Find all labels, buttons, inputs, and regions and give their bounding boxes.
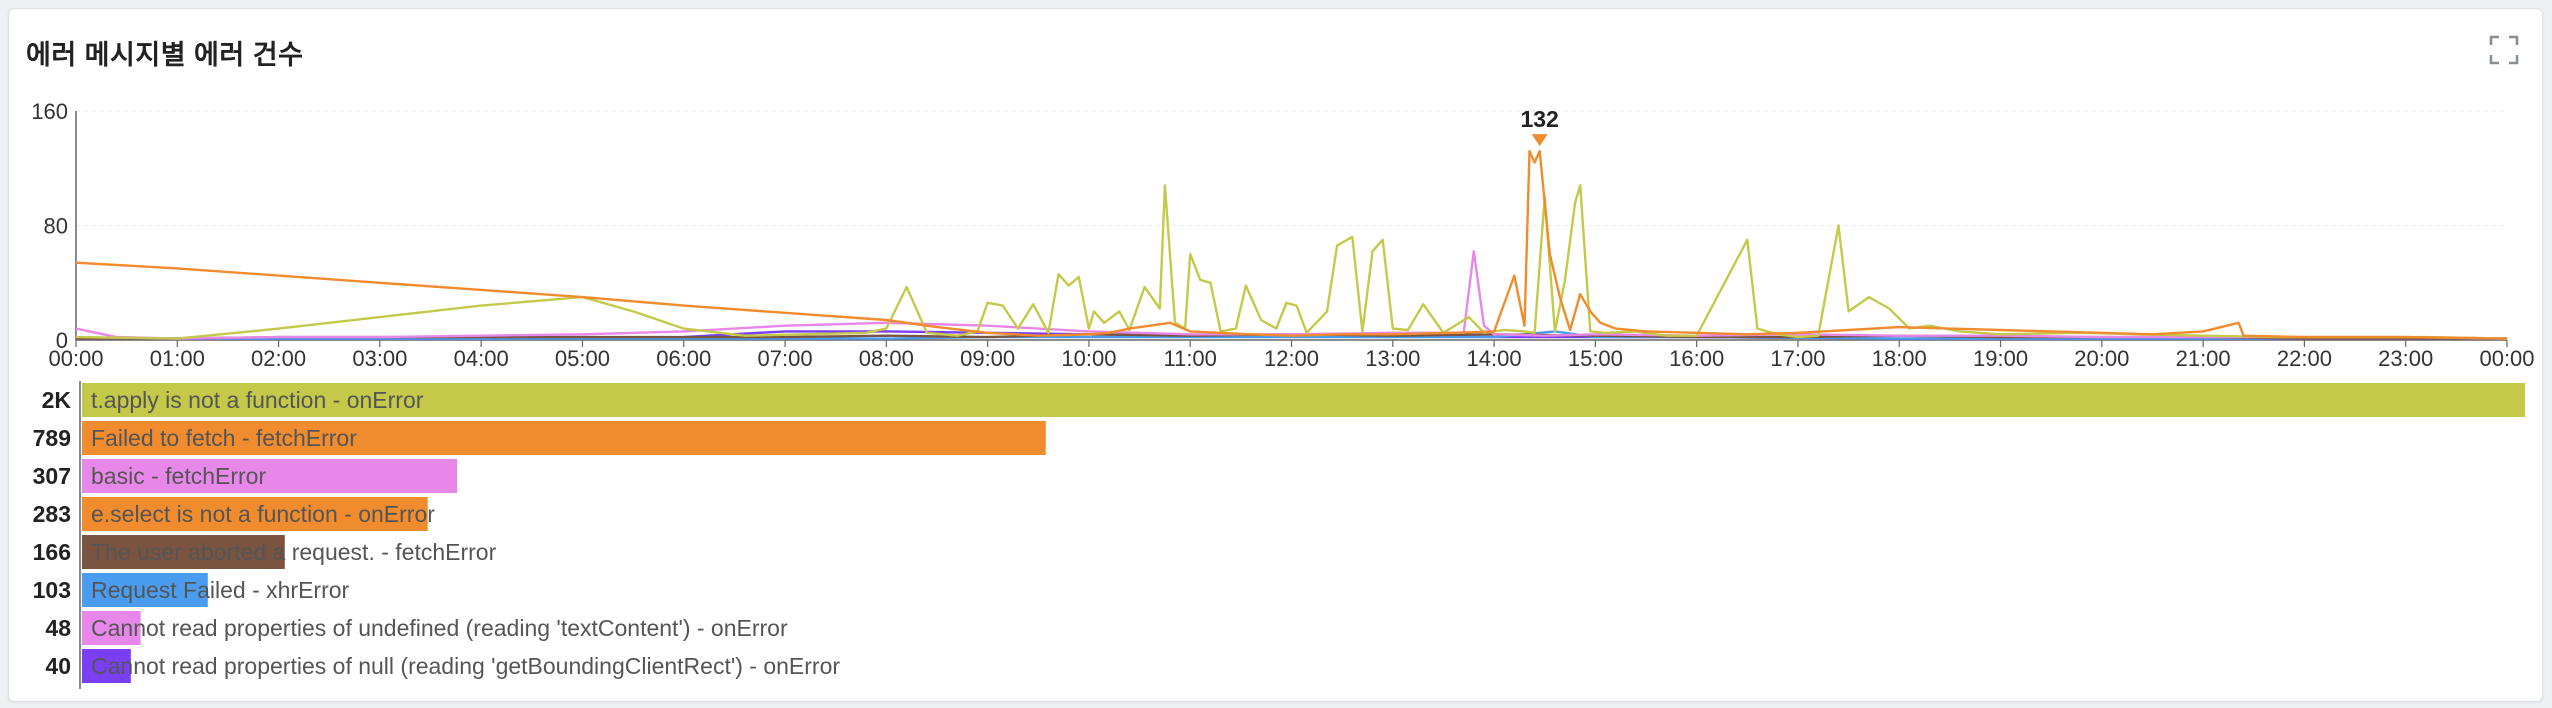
- x-tick-label: 23:00: [2378, 346, 2433, 371]
- bar-category-label: Cannot read properties of null (reading …: [91, 653, 840, 679]
- x-tick-label: 04:00: [454, 346, 509, 371]
- x-tick-label: 10:00: [1061, 346, 1116, 371]
- y-tick-label: 80: [44, 214, 68, 239]
- bar-value-label: 2K: [42, 387, 72, 413]
- bar-2: [82, 459, 458, 493]
- series-line-4: [76, 330, 2507, 340]
- x-tick-label: 19:00: [1973, 346, 2028, 371]
- x-tick-label: 03:00: [352, 346, 407, 371]
- bar-3: [82, 497, 428, 531]
- x-tick-label: 13:00: [1365, 346, 1420, 371]
- bar-5: [82, 573, 208, 607]
- y-tick-label: 160: [31, 99, 68, 124]
- series-line-1: [75, 149, 2508, 340]
- bar-value-label: 307: [33, 463, 71, 489]
- bar-0: [82, 383, 2525, 417]
- peak-label: 132: [1520, 106, 1558, 132]
- error-count-panel: 에러 메시지별 에러 건수 160 80 0 00:00 01:00 02:00 03:00…: [8, 8, 2543, 702]
- bar-category-label: Request Failed - xhrError: [91, 577, 350, 603]
- x-tick-label: 08:00: [859, 346, 914, 371]
- bar-value-label: 283: [33, 501, 71, 527]
- x-tick-label: 12:00: [1264, 346, 1319, 371]
- bar-category-label: basic - fetchError: [91, 463, 266, 489]
- x-tick-label: 15:00: [1568, 346, 1623, 371]
- x-tick-label: 21:00: [2176, 346, 2231, 371]
- x-tick-label: 11:00: [1163, 346, 1216, 371]
- x-tick-label: 05:00: [555, 346, 610, 371]
- panel-title: 에러 메시지별 에러 건수: [26, 40, 304, 70]
- bar-7: [82, 649, 131, 683]
- peak-marker: [1531, 134, 1548, 147]
- x-tick-label: 01:00: [150, 346, 205, 371]
- series-line-0: [75, 184, 2508, 340]
- x-tick-label: 22:00: [2277, 346, 2332, 371]
- bar-category-label: Failed to fetch - fetchError: [91, 425, 357, 451]
- x-tick-label: 00:00: [2479, 346, 2534, 371]
- x-tick-label: 00:00: [48, 346, 103, 371]
- bar-1: [82, 421, 1046, 455]
- x-tick-label: 17:00: [1770, 346, 1825, 371]
- x-tick-label: 14:00: [1467, 346, 1522, 371]
- x-tick-label: 06:00: [656, 346, 711, 371]
- bar-4: [82, 535, 285, 569]
- x-tick-label: 09:00: [960, 346, 1015, 371]
- x-tick-label: 16:00: [1669, 346, 1724, 371]
- bar-6: [82, 611, 141, 645]
- bar-value-label: 103: [33, 577, 71, 603]
- bar-category-label: Cannot read properties of undefined (rea…: [91, 615, 788, 641]
- bar-category-label: e.select is not a function - onError: [91, 501, 435, 527]
- x-tick-label: 07:00: [758, 346, 813, 371]
- x-tick-label: 02:00: [251, 346, 306, 371]
- bar-value-label: 40: [45, 653, 71, 679]
- bar-category-label: The user aborted a request. - fetchError: [91, 539, 497, 565]
- bar-value-label: 789: [33, 425, 71, 451]
- series-line-2: [75, 250, 2508, 340]
- fullscreen-expand-icon[interactable]: [2487, 33, 2521, 67]
- x-tick-label: 20:00: [2074, 346, 2129, 371]
- x-tick-label: 18:00: [1872, 346, 1927, 371]
- bar-value-label: 48: [45, 615, 71, 641]
- bar-category-label: t.apply is not a function - onError: [91, 387, 424, 413]
- bar-value-label: 166: [33, 539, 71, 565]
- y-tick-label: 0: [56, 328, 68, 353]
